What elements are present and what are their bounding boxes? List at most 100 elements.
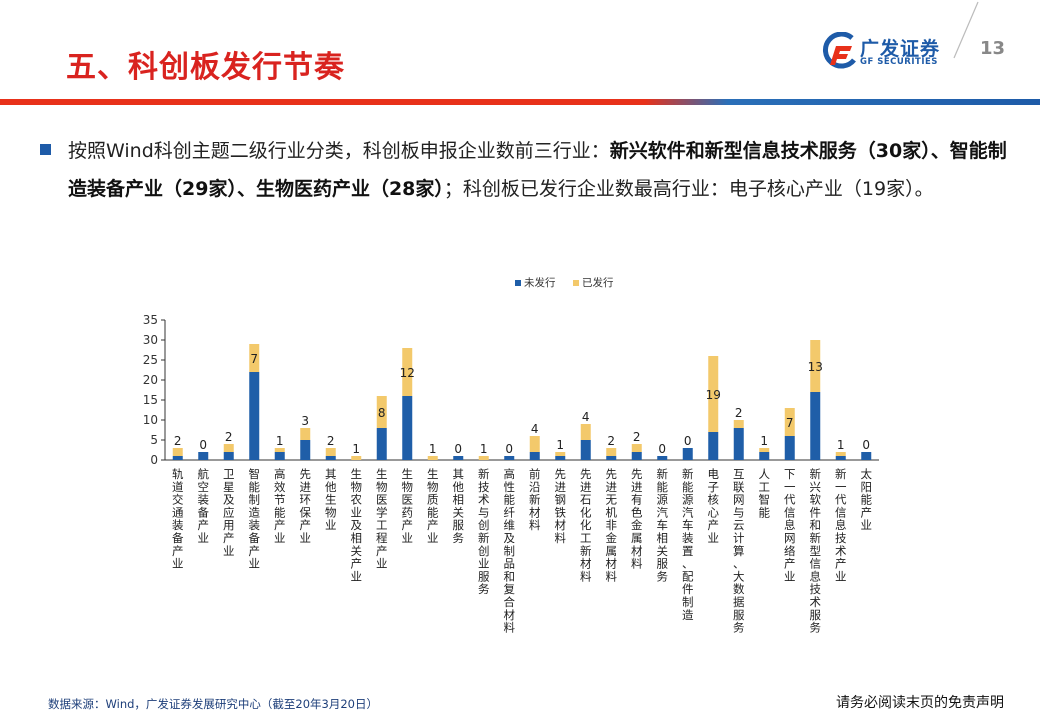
y-tick-label: 20: [143, 373, 158, 387]
data-label-issued: 1: [352, 442, 360, 456]
x-category-label: 生物医药产业: [402, 467, 414, 545]
x-category-label: 新技术与创新创业服务: [478, 467, 490, 596]
data-label-issued: 1: [837, 438, 845, 452]
legend-label: 未发行: [524, 276, 556, 289]
bar-issued: [606, 448, 617, 456]
bar-issued: [733, 420, 744, 428]
bar-unissued: [708, 432, 719, 460]
x-category-label: 其他生物业: [325, 467, 337, 532]
bar-issued: [708, 356, 719, 432]
legend-swatch: [515, 280, 521, 286]
data-label-issued: 2: [633, 430, 641, 444]
bar-unissued: [835, 456, 846, 460]
bullet-text-part2: ；科创板已发行企业数最高行业：电子核心产业（19家）。: [443, 178, 934, 200]
bar-unissued: [274, 452, 285, 460]
bar-unissued: [402, 396, 413, 460]
data-label-issued: 7: [786, 416, 794, 430]
bar-issued: [810, 340, 821, 392]
x-category-label: 卫星及应用产业: [223, 467, 235, 558]
bar-unissued: [784, 436, 795, 460]
bar-unissued: [529, 452, 540, 460]
x-category-label: 航空装备产业: [198, 467, 210, 545]
x-category-label: 新一代信息技术产业: [835, 467, 847, 583]
bar-issued: [223, 444, 234, 452]
data-label-issued: 12: [400, 366, 415, 380]
x-category-label: 电子核心产业: [708, 467, 720, 545]
data-label-issued: 1: [760, 434, 768, 448]
x-category-label: 高效节能产业: [274, 467, 286, 545]
x-category-label: 其他相关服务: [453, 467, 465, 545]
x-category-label: 先进无机非金属材料: [606, 467, 618, 583]
page-number: 13: [980, 38, 1006, 59]
x-category-label: 人工智能: [759, 467, 771, 519]
data-label-issued: 2: [327, 434, 335, 448]
y-tick-label: 30: [143, 333, 158, 347]
data-label-issued: 2: [735, 406, 743, 420]
bar-unissued: [300, 440, 311, 460]
data-label-issued: 3: [301, 414, 309, 428]
bar-unissued: [198, 452, 209, 460]
data-label-issued: 7: [250, 352, 258, 366]
bullet-paragraph: 按照Wind科创主题二级行业分类，科创板申报企业数前三行业：新兴软件和新型信息技…: [68, 132, 1008, 208]
bar-unissued: [606, 456, 617, 460]
x-category-label: 生物质能产业: [427, 467, 439, 545]
data-label-issued: 0: [454, 442, 462, 456]
header-divider-bar: [0, 99, 1040, 105]
bar-unissued: [325, 456, 336, 460]
company-logo: 广发证券 GF SECURITIES: [822, 30, 972, 76]
bar-issued: [274, 448, 285, 452]
data-label-issued: 0: [684, 434, 692, 448]
logo-text-cn: 广发证券: [860, 38, 941, 60]
data-label-issued: 4: [582, 410, 590, 424]
data-label-issued: 0: [862, 438, 870, 452]
bar-issued: [300, 428, 311, 440]
bar-issued: [835, 452, 846, 456]
data-label-issued: 8: [378, 406, 386, 420]
x-category-label: 先进石化化工新材料: [580, 467, 592, 583]
bar-issued: [172, 448, 183, 456]
page-title: 五、科创板发行节奏: [66, 50, 345, 85]
logo-mark-icon: [822, 32, 856, 69]
x-category-label: 高性能纤维及制品和复合材料: [504, 467, 516, 635]
logo-text-en: GF SECURITIES: [860, 57, 938, 67]
x-category-label: 新能源汽车装置、配件制造: [682, 467, 694, 622]
x-category-label: 下一代信息网络产业: [784, 467, 796, 583]
bar-unissued: [759, 452, 770, 460]
x-category-label: 先进钢铁材料: [555, 467, 567, 545]
bar-unissued: [682, 448, 693, 460]
bar-issued: [555, 452, 566, 456]
bar-unissued: [223, 452, 234, 460]
data-label-issued: 1: [556, 438, 564, 452]
data-label-issued: 19: [706, 388, 721, 402]
disclaimer-text: 请务必阅读末页的免责声明: [836, 695, 1004, 711]
bar-unissued: [861, 452, 872, 460]
bar-unissued: [555, 456, 566, 460]
bar-issued: [376, 396, 387, 428]
bar-issued: [249, 344, 260, 372]
bullet-text-bold: 新兴软件和新型信息技术服务（30家）、智能制造装备产业（29家）、生物医药产业（…: [68, 140, 1007, 200]
bar-issued: [478, 456, 489, 460]
bar-unissued: [249, 372, 260, 460]
x-category-label: 生物医学工程产业: [376, 467, 388, 571]
x-category-label: 智能制造装备产业: [249, 467, 261, 571]
bar-issued: [402, 348, 413, 396]
data-label-issued: 4: [531, 422, 539, 436]
legend-label: 已发行: [582, 276, 614, 289]
data-label-issued: 13: [808, 360, 823, 374]
y-tick-label: 35: [143, 313, 158, 327]
data-label-issued: 1: [276, 434, 284, 448]
data-label-issued: 0: [505, 442, 513, 456]
y-tick-label: 25: [143, 353, 158, 367]
divider-slash: [953, 1, 979, 59]
bar-issued: [784, 408, 795, 436]
x-category-label: 太阳能产业: [861, 467, 873, 532]
bar-unissued: [172, 456, 183, 460]
bar-issued: [631, 444, 642, 452]
data-label-issued: 2: [607, 434, 615, 448]
data-label-issued: 0: [658, 442, 666, 456]
bullet-square-icon: [40, 144, 51, 155]
x-category-label: 先进环保产业: [300, 467, 312, 545]
x-category-label: 轨道交通装备产业: [172, 467, 184, 571]
y-tick-label: 5: [150, 433, 158, 447]
